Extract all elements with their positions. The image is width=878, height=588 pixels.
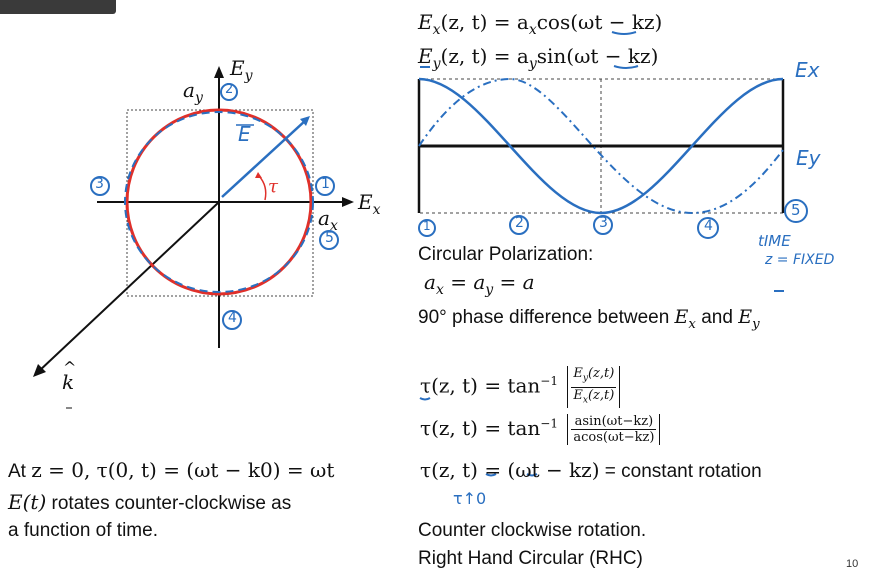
wave-mark-1-label: 1: [423, 219, 431, 233]
mark-2-circle: [220, 83, 238, 101]
ax-ay-equation: ax = ay = a: [424, 270, 535, 298]
wave-ex-label: Ex: [795, 58, 820, 82]
k-axis: [37, 201, 220, 373]
e-vector-arrow: [300, 116, 310, 126]
tau-equation-1: τ(z, t) = tan−1 Ey(z,t) Ex(z,t): [420, 366, 621, 409]
k-axis-arrow: [33, 364, 46, 377]
wave-mark-2-label: 2: [515, 215, 524, 231]
top-thumbnail: [0, 0, 116, 14]
wave-mark-3-label: 3: [599, 215, 608, 231]
left-text-line-1: At z = 0, τ(0, t) = (ωt − k0) = ωt: [8, 458, 335, 482]
tau2-fraction: asin(ωt−kz) acos(ωt−kz): [567, 414, 661, 445]
hand-dashed-trace: [124, 111, 314, 293]
wave-mark-5-label: 5: [791, 201, 801, 219]
wave-mark-1: [418, 219, 436, 237]
mark-5-label: 5: [325, 230, 334, 246]
tau1-fraction: Ey(z,t) Ex(z,t): [567, 366, 621, 409]
phase-difference-text: 90° phase difference between Ex and Ey: [418, 306, 760, 332]
ey-axis-arrow: [214, 66, 224, 78]
mark-2-label: 2: [225, 82, 234, 97]
wave-mark-3: [593, 215, 613, 235]
mark-3-circle: [90, 176, 110, 196]
ex-wave: [418, 77, 784, 215]
time-note: tIME: [758, 232, 791, 250]
wave-ey-label: Ey: [796, 146, 821, 170]
ex-axis-label: Ex: [358, 190, 381, 218]
mark-3-label: 3: [95, 176, 104, 192]
ay-label: ay: [183, 78, 203, 106]
ey-wave: [418, 77, 784, 215]
mark-4-label: 4: [228, 310, 237, 326]
ey-equation: Ey(z, t) = aysin(ωt − kz): [418, 44, 659, 72]
mark-1-label: 1: [321, 176, 330, 192]
mark-1-circle: [315, 176, 335, 196]
left-text-line-3: a function of time.: [8, 520, 158, 541]
ex-equation: Ex(z, t) = axcos(ωt − kz): [418, 10, 663, 38]
ccw-rotation-text: Counter clockwise rotation.: [418, 520, 647, 541]
wave-mark-4-label: 4: [704, 218, 713, 234]
ey-axis-label: Ey: [230, 56, 253, 84]
tau-arc: [258, 175, 267, 201]
e-vector: [221, 119, 307, 198]
tau-positive-note: τ↑0: [453, 489, 487, 508]
e-vector-label: E: [238, 122, 251, 146]
z-fixed-note: z = FIXED: [765, 252, 835, 268]
mark-4-circle: [222, 310, 242, 330]
wave-mark-2: [509, 215, 529, 235]
tau-arc-arrow: [255, 172, 262, 178]
page-number: 10: [846, 558, 859, 570]
rhc-text: Right Hand Circular (RHC): [418, 548, 643, 569]
wave-mark-5: [784, 199, 808, 223]
ex-axis-arrow: [342, 197, 354, 207]
tau-equation-3: τ(z, t) = (ωt − kz) = constant rotation: [420, 458, 762, 482]
polarization-circle: [125, 108, 313, 296]
left-text-line-2: E(t) rotates counter-clockwise as: [8, 490, 292, 514]
tau-equation-2: τ(z, t) = tan−1 asin(ωt−kz) acos(ωt−kz): [420, 414, 661, 445]
mark-5-circle: [319, 230, 339, 250]
wave-mark-4: [697, 217, 719, 239]
tau-angle-label: τ: [268, 176, 278, 197]
k-hat-label: ^ k: [62, 358, 77, 394]
ax-label: ax: [318, 206, 338, 234]
circular-polarization-heading: Circular Polarization:: [418, 244, 594, 265]
